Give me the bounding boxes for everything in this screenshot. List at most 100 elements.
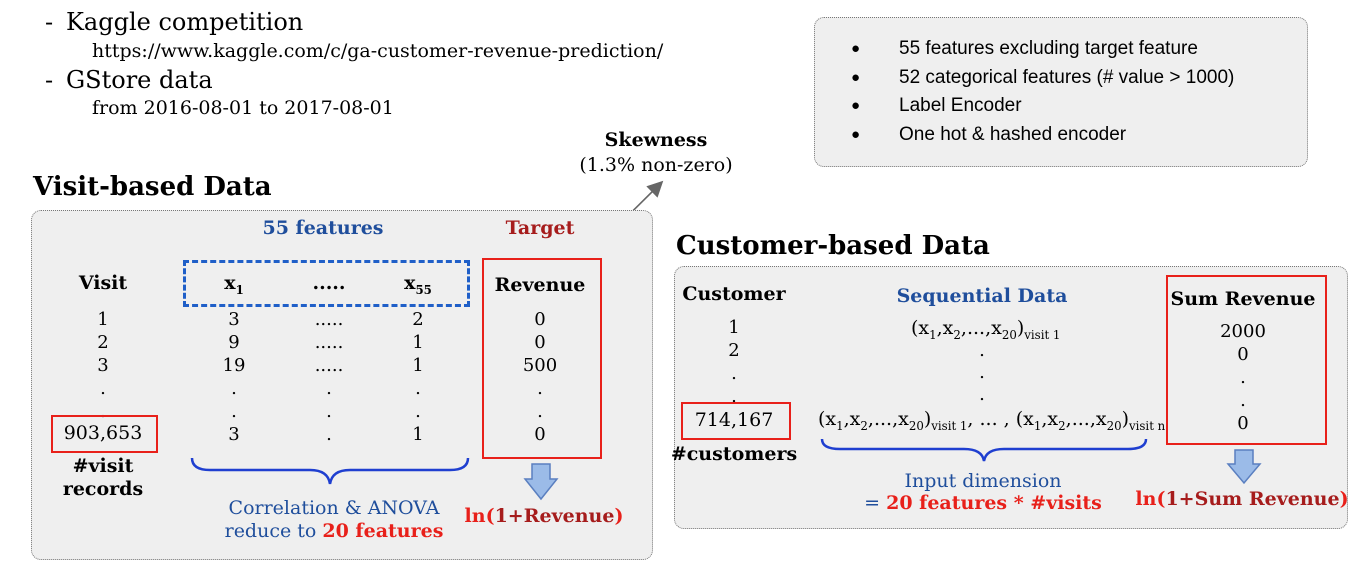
revenue-transform: ln(1+Revenue) xyxy=(464,505,624,527)
table-cell: . xyxy=(231,378,237,399)
sequence-last-row: (x1,x2,...,x20)visit 1, ... , (x1,x2,...… xyxy=(818,408,1166,433)
sum-revenue-down-arrow-icon xyxy=(1226,449,1262,485)
customer-section-title: Customer-based Data xyxy=(676,231,990,261)
feature-brace-icon xyxy=(190,457,470,485)
visit-features-label: 55 features xyxy=(262,217,384,239)
intro-dash-1: - xyxy=(45,8,54,36)
table-cell: . xyxy=(979,340,985,361)
input-dimension-line1: Input dimension xyxy=(904,470,1062,492)
customer-panel xyxy=(674,266,1348,529)
sum-revenue-box xyxy=(1166,275,1327,445)
customer-id-column: 1 2 . . xyxy=(714,316,754,408)
table-cell: . xyxy=(100,378,106,399)
x1-column: 3 9 19 . . 3 xyxy=(214,308,254,446)
table-cell: . xyxy=(731,363,737,384)
sum-revenue-header: Sum Revenue xyxy=(1170,288,1316,310)
customer-total: 714,167 xyxy=(694,409,774,431)
reduce-caption-line2: reduce to 20 features xyxy=(224,520,444,542)
visit-target-label: Target xyxy=(505,217,575,239)
table-cell: . xyxy=(537,378,543,399)
sum-revenue-column: 2000 0 . . 0 xyxy=(1213,320,1273,435)
table-cell: 1 xyxy=(97,309,109,330)
intro-item-kaggle: Kaggle competition xyxy=(66,8,304,36)
revenue-column-box xyxy=(482,258,602,459)
bullet-dot-icon: ● xyxy=(851,68,861,86)
notes-list: ● 55 features excluding target feature ● 5… xyxy=(815,35,1305,149)
table-cell: . xyxy=(537,401,543,422)
gstore-date-range: from 2016-08-01 to 2017-08-01 xyxy=(92,97,394,119)
bullet-dot-icon: ● xyxy=(851,125,861,143)
visit-section-title: Visit-based Data xyxy=(33,172,272,202)
x1-col-header: x1 xyxy=(224,272,244,297)
revenue-down-arrow-icon xyxy=(523,463,559,501)
table-cell: 1 xyxy=(412,332,424,353)
note-item: ● One hot & hashed encoder xyxy=(815,121,1305,150)
sequence-first-row: (x1,x2,...,x20)visit 1 xyxy=(911,317,1061,342)
note-item: ● 55 features excluding target feature xyxy=(815,35,1305,64)
sum-revenue-transform: ln(1+Sum Revenue) xyxy=(1135,488,1349,510)
table-cell: 2000 xyxy=(1220,321,1266,342)
feature-header-dashed-box xyxy=(183,260,470,307)
table-cell: 3 xyxy=(228,424,240,445)
table-cell: . xyxy=(1240,390,1246,411)
table-cell: . xyxy=(415,401,421,422)
table-cell: 0 xyxy=(1237,413,1249,434)
table-cell: . xyxy=(731,386,737,407)
x-mid-column: ..... ..... ..... . . . xyxy=(304,308,354,446)
input-dimension-line2: = 20 features * #visits xyxy=(864,492,1102,514)
revenue-column: 0 0 500 . . 0 xyxy=(510,308,570,446)
sequence-brace-icon xyxy=(820,438,1148,462)
table-cell: . xyxy=(326,401,332,422)
note-item: ● 52 categorical features (# value > 1000… xyxy=(815,64,1305,93)
table-cell: 9 xyxy=(228,332,240,353)
table-cell: 1 xyxy=(412,424,424,445)
table-cell: . xyxy=(415,378,421,399)
customer-total-box xyxy=(681,402,791,440)
revenue-col-header: Revenue xyxy=(494,274,586,296)
table-cell: 0 xyxy=(534,309,546,330)
visit-col-header: Visit xyxy=(78,272,128,294)
sequential-data-label: Sequential Data xyxy=(896,285,1068,307)
table-cell: 0 xyxy=(534,424,546,445)
table-cell: . xyxy=(1240,367,1246,388)
x55-column: 2 1 1 . . 1 xyxy=(398,308,438,446)
table-cell: 3 xyxy=(97,355,109,376)
table-cell: 3 xyxy=(228,309,240,330)
table-cell: ..... xyxy=(314,309,344,330)
visit-total-box xyxy=(51,415,158,453)
intro-item-gstore: GStore data xyxy=(66,66,213,94)
table-cell: 2 xyxy=(412,309,424,330)
kaggle-url[interactable]: https://www.kaggle.com/c/ga-customer-rev… xyxy=(92,40,664,62)
table-cell: . xyxy=(100,401,106,422)
bullet-dot-icon: ● xyxy=(851,40,861,57)
x55-col-header: x55 xyxy=(404,272,432,297)
x-dots-col-header: ..... xyxy=(312,272,346,294)
table-cell: 0 xyxy=(534,332,546,353)
table-cell: . xyxy=(326,378,332,399)
table-cell: ..... xyxy=(314,355,344,376)
notes-panel: ● 55 features excluding target feature ● 5… xyxy=(814,17,1308,167)
table-cell: 1 xyxy=(412,355,424,376)
visit-total-caption: #visit records xyxy=(62,455,144,500)
table-cell: . xyxy=(231,401,237,422)
note-item: ● Label Encoder xyxy=(815,92,1305,121)
customer-total-caption: #customers xyxy=(670,443,798,465)
skewness-title: Skewness xyxy=(604,129,708,151)
table-cell: . xyxy=(979,362,985,383)
table-cell: 2 xyxy=(728,340,740,361)
sequence-dots: . . . xyxy=(972,340,992,406)
visit-panel xyxy=(31,210,653,560)
bullet-dot-icon: ● xyxy=(851,97,861,114)
table-cell: 1 xyxy=(728,317,740,338)
table-cell: . xyxy=(979,384,985,405)
table-cell: 500 xyxy=(522,355,558,376)
visit-total: 903,653 xyxy=(63,422,143,444)
table-cell: . xyxy=(326,424,332,445)
table-cell: ..... xyxy=(314,332,344,353)
skewness-subtitle: (1.3% non-zero) xyxy=(579,154,733,176)
visit-id-column: 1 2 3 . . xyxy=(83,308,123,423)
table-cell: 19 xyxy=(222,355,246,376)
table-cell: 0 xyxy=(1237,344,1249,365)
reduce-caption-line1: Correlation & ANOVA xyxy=(228,497,440,519)
table-cell: 2 xyxy=(97,332,109,353)
